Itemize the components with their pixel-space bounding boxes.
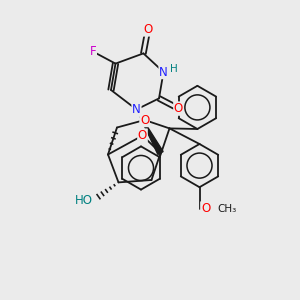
Text: N: N [132, 103, 141, 116]
Text: N: N [159, 65, 168, 79]
Text: H: H [169, 64, 177, 74]
Text: F: F [90, 45, 96, 58]
Text: CH₃: CH₃ [218, 203, 237, 214]
Text: HO: HO [75, 194, 93, 207]
Text: O: O [174, 102, 183, 115]
Text: O: O [201, 202, 210, 215]
Text: O: O [140, 113, 149, 127]
Text: O: O [138, 129, 147, 142]
Polygon shape [136, 110, 163, 154]
Text: O: O [143, 23, 152, 36]
